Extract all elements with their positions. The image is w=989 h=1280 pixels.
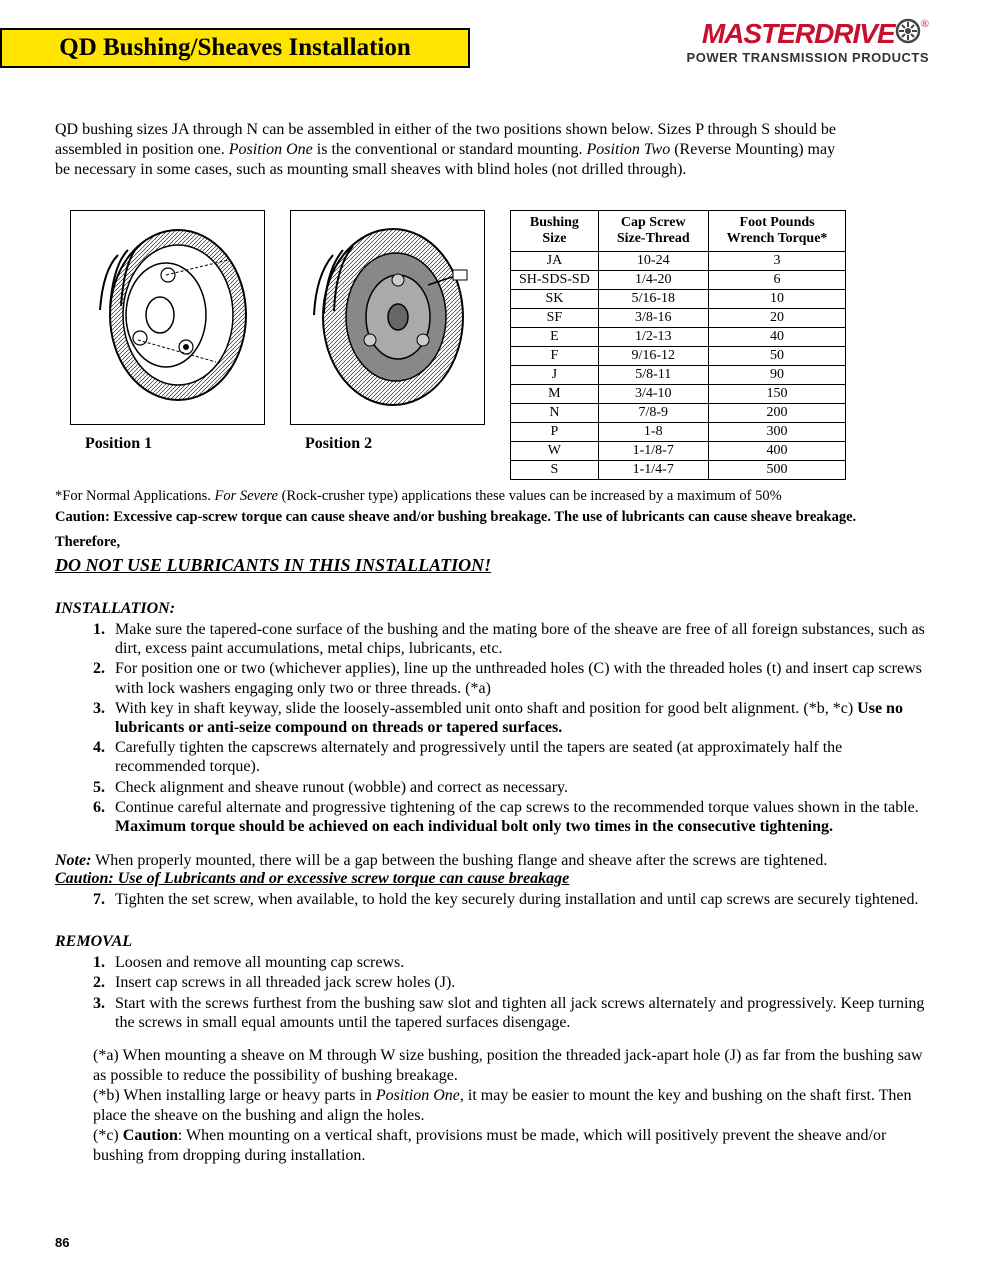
footnotes: (*a) When mounting a sheave on M through… (93, 1046, 935, 1166)
table-row: M3/4-10150 (511, 385, 846, 404)
table-header-row: BushingSize Cap ScrewSize-Thread Foot Po… (511, 211, 846, 252)
content-area: QD bushing sizes JA through N can be ass… (55, 120, 935, 1166)
sheave-position-2-icon (298, 220, 478, 415)
figure-position-1: Position 1 (70, 210, 265, 453)
installation-heading: INSTALLATION: (55, 600, 935, 618)
removal-heading: REMOVAL (55, 933, 935, 951)
th-bushing: BushingSize (511, 211, 599, 252)
list-item: 3.With key in shaft keyway, slide the lo… (93, 699, 935, 737)
list-item: 2.For position one or two (whichever app… (93, 659, 935, 697)
list-item: 5. Check alignment and sheave runout (wo… (93, 778, 935, 797)
table-row: P1-8300 (511, 423, 846, 442)
step-7: 7.Tighten the set screw, when available,… (93, 890, 935, 909)
brand-logo: MASTERDRIVE ® POWER TRANSMISSION PRODUCT… (687, 18, 929, 65)
table-row: S1-1/4-7500 (511, 461, 846, 480)
list-item: 4. Carefully tighten the capscrews alter… (93, 738, 935, 776)
therefore-text: Therefore, (55, 534, 935, 551)
figure-2-box (290, 210, 485, 425)
sheave-position-1-icon (78, 220, 258, 415)
th-capscrew: Cap ScrewSize-Thread (598, 211, 708, 252)
list-item: 1.Make sure the tapered-cone surface of … (93, 620, 935, 658)
list-item: 1.Loosen and remove all mounting cap scr… (93, 953, 935, 972)
logo-reg: ® (921, 18, 929, 30)
table-row: JA10-243 (511, 252, 846, 271)
table-row: N7/8-9200 (511, 404, 846, 423)
table-row: SK5/16-1810 (511, 290, 846, 309)
lubricant-warning: DO NOT USE LUBRICANTS IN THIS INSTALLATI… (55, 555, 935, 576)
page-number: 86 (55, 1235, 69, 1250)
page-title: QD Bushing/Sheaves Installation (59, 34, 411, 62)
th-torque: Foot PoundsWrench Torque* (708, 211, 846, 252)
logo-text: MASTERDRIVE (702, 18, 895, 49)
intro-paragraph: QD bushing sizes JA through N can be ass… (55, 120, 935, 180)
gear-icon (895, 18, 921, 44)
table-row: SF3/8-1620 (511, 309, 846, 328)
table-row: F9/16-1250 (511, 347, 846, 366)
caution-excessive-torque: Caution: Excessive cap-screw torque can … (55, 509, 935, 526)
logo-subtitle: POWER TRANSMISSION PRODUCTS (687, 50, 929, 65)
list-item: 3.Start with the screws furthest from th… (93, 994, 935, 1032)
list-item: 6. Continue careful alternate and progre… (93, 798, 935, 836)
note-c: (*c) Caution: When mounting on a vertica… (93, 1126, 935, 1166)
torque-table: BushingSize Cap ScrewSize-Thread Foot Po… (510, 210, 846, 480)
table-row: E1/2-1340 (511, 328, 846, 347)
note-b: (*b) When installing large or heavy part… (93, 1086, 935, 1126)
removal-steps: 1.Loosen and remove all mounting cap scr… (93, 953, 935, 1032)
caution-lubricants: Caution: Use of Lubricants and or excess… (55, 870, 935, 888)
installation-steps: 1.Make sure the tapered-cone surface of … (93, 620, 935, 836)
table-row: SH-SDS-SD1/4-206 (511, 271, 846, 290)
figure-position-2: Position 2 (290, 210, 485, 453)
figures-row: Position 1 (55, 210, 935, 480)
figure-1-box (70, 210, 265, 425)
table-row: J5/8-1190 (511, 366, 846, 385)
note-a: (*a) When mounting a sheave on M through… (93, 1046, 935, 1086)
footnote: *For Normal Applications. For Severe (Ro… (55, 488, 935, 505)
note-line: Note: When properly mounted, there will … (55, 852, 935, 870)
page-title-banner: QD Bushing/Sheaves Installation (0, 28, 470, 68)
list-item: 2.Insert cap screws in all threaded jack… (93, 973, 935, 992)
figure-1-label: Position 1 (85, 435, 152, 453)
figure-2-label: Position 2 (305, 435, 372, 453)
table-row: W1-1/8-7400 (511, 442, 846, 461)
